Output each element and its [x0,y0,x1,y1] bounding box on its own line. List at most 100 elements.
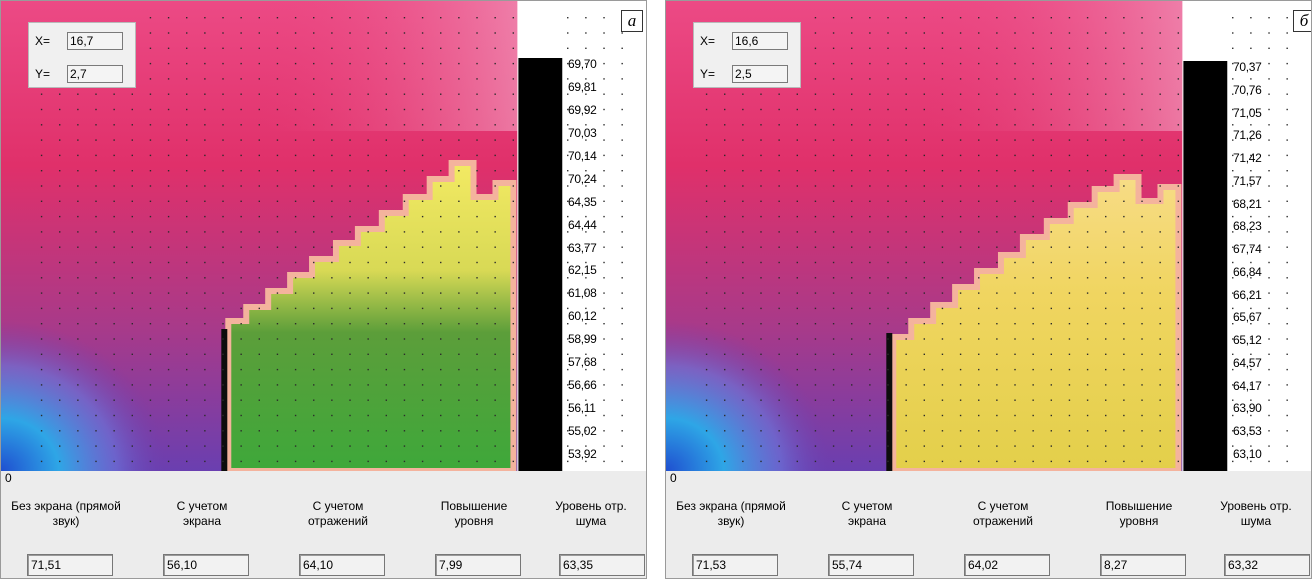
grid-point [294,277,297,279]
grid-point [349,399,351,401]
grid-point [1286,246,1288,248]
grid-point [621,292,623,294]
grid-point [705,108,708,111]
grid-point [851,246,853,248]
grid-point [167,384,170,386]
grid-point [458,399,460,401]
grid-point [978,323,980,325]
grid-point [1177,246,1180,248]
grid-point [222,277,224,279]
grid-point [421,445,424,447]
grid-point [313,32,315,34]
grid-point [1086,78,1089,80]
grid-point [240,17,242,19]
grid-point [1050,277,1053,279]
value-field[interactable]: 55,74 [828,554,914,576]
grid-point [512,445,515,447]
grid-point [167,353,170,355]
grid-point [959,62,962,65]
column-header: С учетом отражений [308,499,368,528]
value-field[interactable]: 7,99 [435,554,521,576]
grid-point [186,399,188,401]
grid-point [59,124,61,126]
grid-point [1141,399,1143,401]
grid-point [331,353,333,355]
grid-point [494,399,496,401]
grid-point [567,47,569,49]
grid-point [742,124,744,126]
grid-point [1250,93,1252,95]
grid-point [1177,124,1180,126]
value-field[interactable]: 63,32 [1224,554,1310,576]
value-field[interactable]: 63,35 [559,554,645,576]
grid-point [113,277,115,279]
grid-point [512,62,515,65]
grid-point [204,460,206,463]
value-field[interactable]: 71,51 [27,554,113,576]
grid-point [349,323,351,325]
grid-point [996,368,998,371]
grid-point [204,445,206,447]
grid-point [996,353,998,355]
column-header: С учетом отражений [973,499,1033,528]
value-field[interactable]: 56,10 [163,554,249,576]
grid-point [458,93,460,95]
noise-map-b[interactable]: X= 16,6 Y= 2,5 б 70,37 70,76 71,05 71,26 71,… [666,1,1311,471]
grid-point [1050,185,1053,187]
value-field[interactable]: 71,53 [692,554,778,576]
grid-point [959,231,962,233]
grid-point [996,47,998,49]
grid-point [59,200,61,202]
grid-point [331,292,333,294]
grid-point [331,170,333,172]
grid-point [941,414,944,417]
grid-point [385,32,388,34]
scale-label: 66,84 [1233,264,1262,279]
grid-point [240,307,242,310]
grid-point [832,353,835,355]
grid-point [603,353,605,355]
value-field[interactable]: 8,27 [1100,554,1186,576]
grid-point [978,368,980,371]
grid-point [796,154,798,157]
grid-point [1032,277,1034,279]
grid-point [585,170,587,172]
grid-point [421,292,424,294]
grid-point [421,154,424,157]
grid-point [1177,231,1180,233]
grid-point [95,338,97,340]
x-value-field[interactable]: 16,7 [67,32,123,50]
grid-point [167,139,170,141]
grid-point [240,277,242,279]
value-field[interactable]: 64,02 [964,554,1050,576]
grid-point [403,231,406,233]
grid-point [760,414,762,417]
grid-point [167,78,170,80]
grid-point [1086,292,1089,294]
grid-point [724,93,726,95]
grid-point [204,261,206,264]
grid-point [1050,124,1053,126]
y-value-field[interactable]: 2,7 [67,65,123,83]
grid-point [814,62,817,65]
grid-point [167,307,170,310]
grid-point [313,47,315,49]
grid-point [603,277,605,279]
grid-point [385,430,388,432]
grid-point [959,353,962,355]
grid-point [1232,323,1234,325]
grid-point [494,338,496,340]
grid-point [222,414,224,417]
noise-map-a[interactable]: X= 16,7 Y= 2,7 a 69,70 69,81 69,92 70,03 70,… [1,1,646,471]
grid-point [440,78,442,80]
grid-point [1268,292,1270,294]
grid-point [1068,307,1071,310]
y-value-field[interactable]: 2,5 [732,65,788,83]
grid-point [77,430,79,432]
grid-point [167,185,170,187]
value-field[interactable]: 64,10 [299,554,385,576]
grid-point [1032,93,1034,95]
grid-point [941,200,944,202]
x-value-field[interactable]: 16,6 [732,32,788,50]
grid-point [1086,368,1089,371]
